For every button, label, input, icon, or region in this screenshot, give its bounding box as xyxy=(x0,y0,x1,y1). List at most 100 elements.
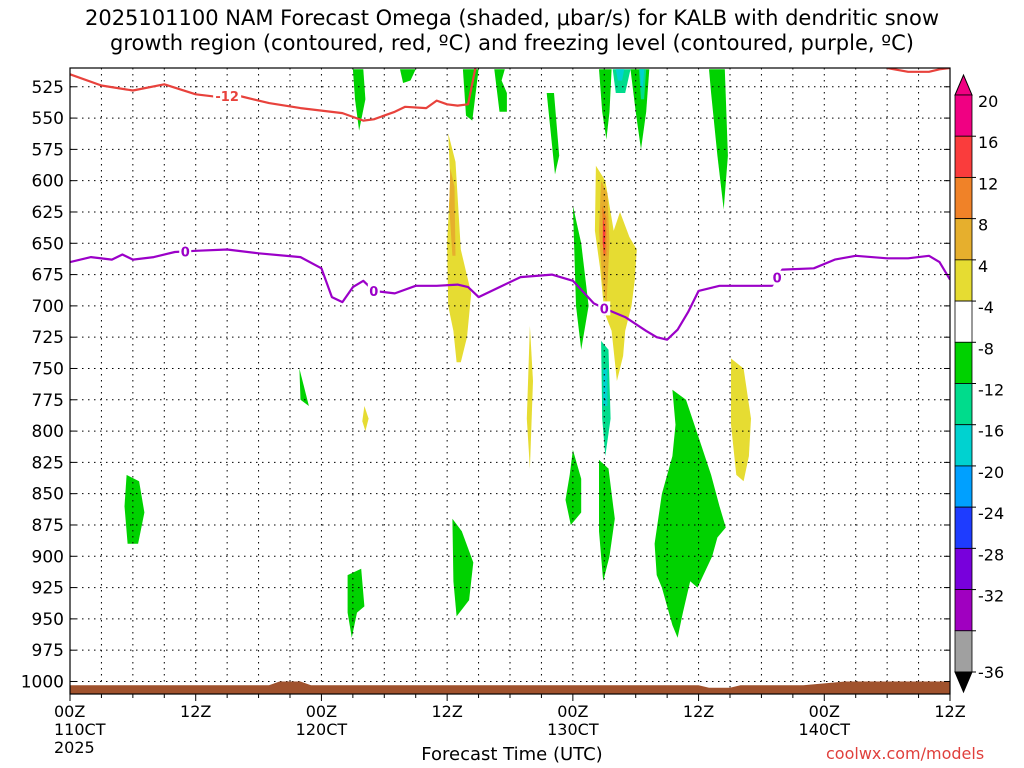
y-tick-label: 525 xyxy=(32,78,64,98)
chart-title: 2025101100 NAM Forecast Omega (shaded, μ… xyxy=(84,6,940,55)
x-tick-label: 00Z xyxy=(54,702,85,721)
y-tick-label: 900 xyxy=(32,547,64,567)
colorbar-segment xyxy=(954,589,973,632)
source-credit: coolwx.com/models xyxy=(826,744,985,763)
omega-region xyxy=(654,389,726,638)
colorbar-segment xyxy=(954,341,973,384)
x-tick-label: 110CT xyxy=(54,720,106,739)
y-tick-label: 800 xyxy=(32,422,64,442)
colorbar-label: -24 xyxy=(978,504,1004,523)
y-tick-label: 750 xyxy=(32,359,64,379)
y-tick-label: 550 xyxy=(32,109,64,129)
y-tick-label: 950 xyxy=(32,610,64,630)
x-tick-label: 00Z xyxy=(306,702,337,721)
colorbar-label: 4 xyxy=(978,257,988,276)
y-tick-label: 600 xyxy=(32,172,64,192)
x-tick-label: 12Z xyxy=(934,702,965,721)
y-tick-label: 575 xyxy=(32,140,64,160)
omega-region xyxy=(603,368,608,406)
y-tick-label: 975 xyxy=(32,641,64,661)
contour-label-bg xyxy=(213,89,242,104)
y-tick-label: 825 xyxy=(32,453,64,473)
omega-region xyxy=(299,368,309,406)
omega-region xyxy=(615,69,625,81)
x-tick-label: 12Z xyxy=(683,702,714,721)
colorbar-segment xyxy=(954,424,973,467)
x-tick-label: 140CT xyxy=(799,720,851,739)
contour-layer: 0 0 0 0 -12 xyxy=(70,68,950,341)
omega-shading-layer xyxy=(124,69,751,638)
omega-region xyxy=(599,459,615,582)
y-tick-label: 775 xyxy=(32,391,64,411)
x-tick-label: 00Z xyxy=(557,702,588,721)
y-tick-label: 700 xyxy=(32,297,64,317)
y-tick-label: 1000 xyxy=(21,672,64,692)
omega-region xyxy=(599,69,612,140)
colorbar-label: -20 xyxy=(978,463,1004,482)
colorbar-segment xyxy=(954,506,973,549)
colorbar-segment xyxy=(954,218,973,261)
colorbar-segment xyxy=(954,547,973,590)
colorbar-over-arrow xyxy=(954,73,973,96)
terrain-fill xyxy=(70,681,950,694)
gridlines xyxy=(69,68,951,694)
contour-label-bg xyxy=(771,270,784,285)
colorbar-label: 20 xyxy=(978,92,998,111)
y-tick-label: 925 xyxy=(32,579,64,599)
omega-region xyxy=(494,69,507,112)
terrain-layer xyxy=(70,681,950,694)
freezing-level-contour xyxy=(70,248,950,341)
x-tick-label: 00Z xyxy=(809,702,840,721)
y-tick-label: 725 xyxy=(32,328,64,348)
omega-region xyxy=(731,358,751,482)
contour-label: 0 xyxy=(600,302,609,317)
omega-region xyxy=(347,568,365,638)
colorbar-label: 16 xyxy=(978,133,998,152)
colorbar-segment xyxy=(954,300,973,343)
omega-region xyxy=(400,69,416,83)
contour-label: 0 xyxy=(369,285,378,300)
colorbar-label: -4 xyxy=(978,298,994,317)
colorbar-label: -36 xyxy=(978,663,1004,682)
colorbar-label: -8 xyxy=(978,339,994,358)
colorbar-segment xyxy=(954,259,973,302)
x-tick-label: 12Z xyxy=(180,702,211,721)
omega-region xyxy=(352,69,366,131)
colorbar-label: -12 xyxy=(978,381,1004,400)
y-tick-label: 875 xyxy=(32,516,64,536)
omega-region xyxy=(565,449,582,525)
omega-region xyxy=(546,93,560,175)
colorbar-segment xyxy=(954,465,973,508)
colorbar: -36 -32 -28 -24 -20 -16 -12 -8 -4 4 8 12 16 20 xyxy=(954,73,1004,694)
x-tick-label: 2025 xyxy=(54,738,95,757)
y-tick-label: 650 xyxy=(32,234,64,254)
colorbar-label: -28 xyxy=(978,545,1004,564)
omega-region xyxy=(362,406,369,432)
dendritic-snow-growth-region-contour xyxy=(886,68,950,73)
x-axis-title: Forecast Time (UTC) xyxy=(421,744,603,765)
omega-region xyxy=(452,518,474,617)
omega-region xyxy=(709,69,728,210)
colorbar-segment xyxy=(954,135,973,178)
y-tick-label: 850 xyxy=(32,485,64,505)
contour-label: 0 xyxy=(773,272,782,287)
y-tick-label: 625 xyxy=(32,203,64,223)
colorbar-segment xyxy=(954,383,973,426)
colorbar-label: -16 xyxy=(978,422,1004,441)
contour-label-bg xyxy=(598,301,611,316)
contour-label-bg xyxy=(179,244,192,259)
omega-region xyxy=(526,325,533,469)
colorbar-segment xyxy=(954,630,973,673)
omega-region xyxy=(449,168,456,256)
colorbar-segment xyxy=(954,177,973,220)
omega-region xyxy=(639,69,645,87)
colorbar-label: 12 xyxy=(978,174,998,193)
omega-region xyxy=(124,474,145,544)
x-tick-label: 12Z xyxy=(431,702,462,721)
colorbar-label: 8 xyxy=(978,216,988,235)
colorbar-segment xyxy=(954,94,973,137)
contour-label: -12 xyxy=(215,90,239,105)
colorbar-label: -32 xyxy=(978,587,1004,606)
